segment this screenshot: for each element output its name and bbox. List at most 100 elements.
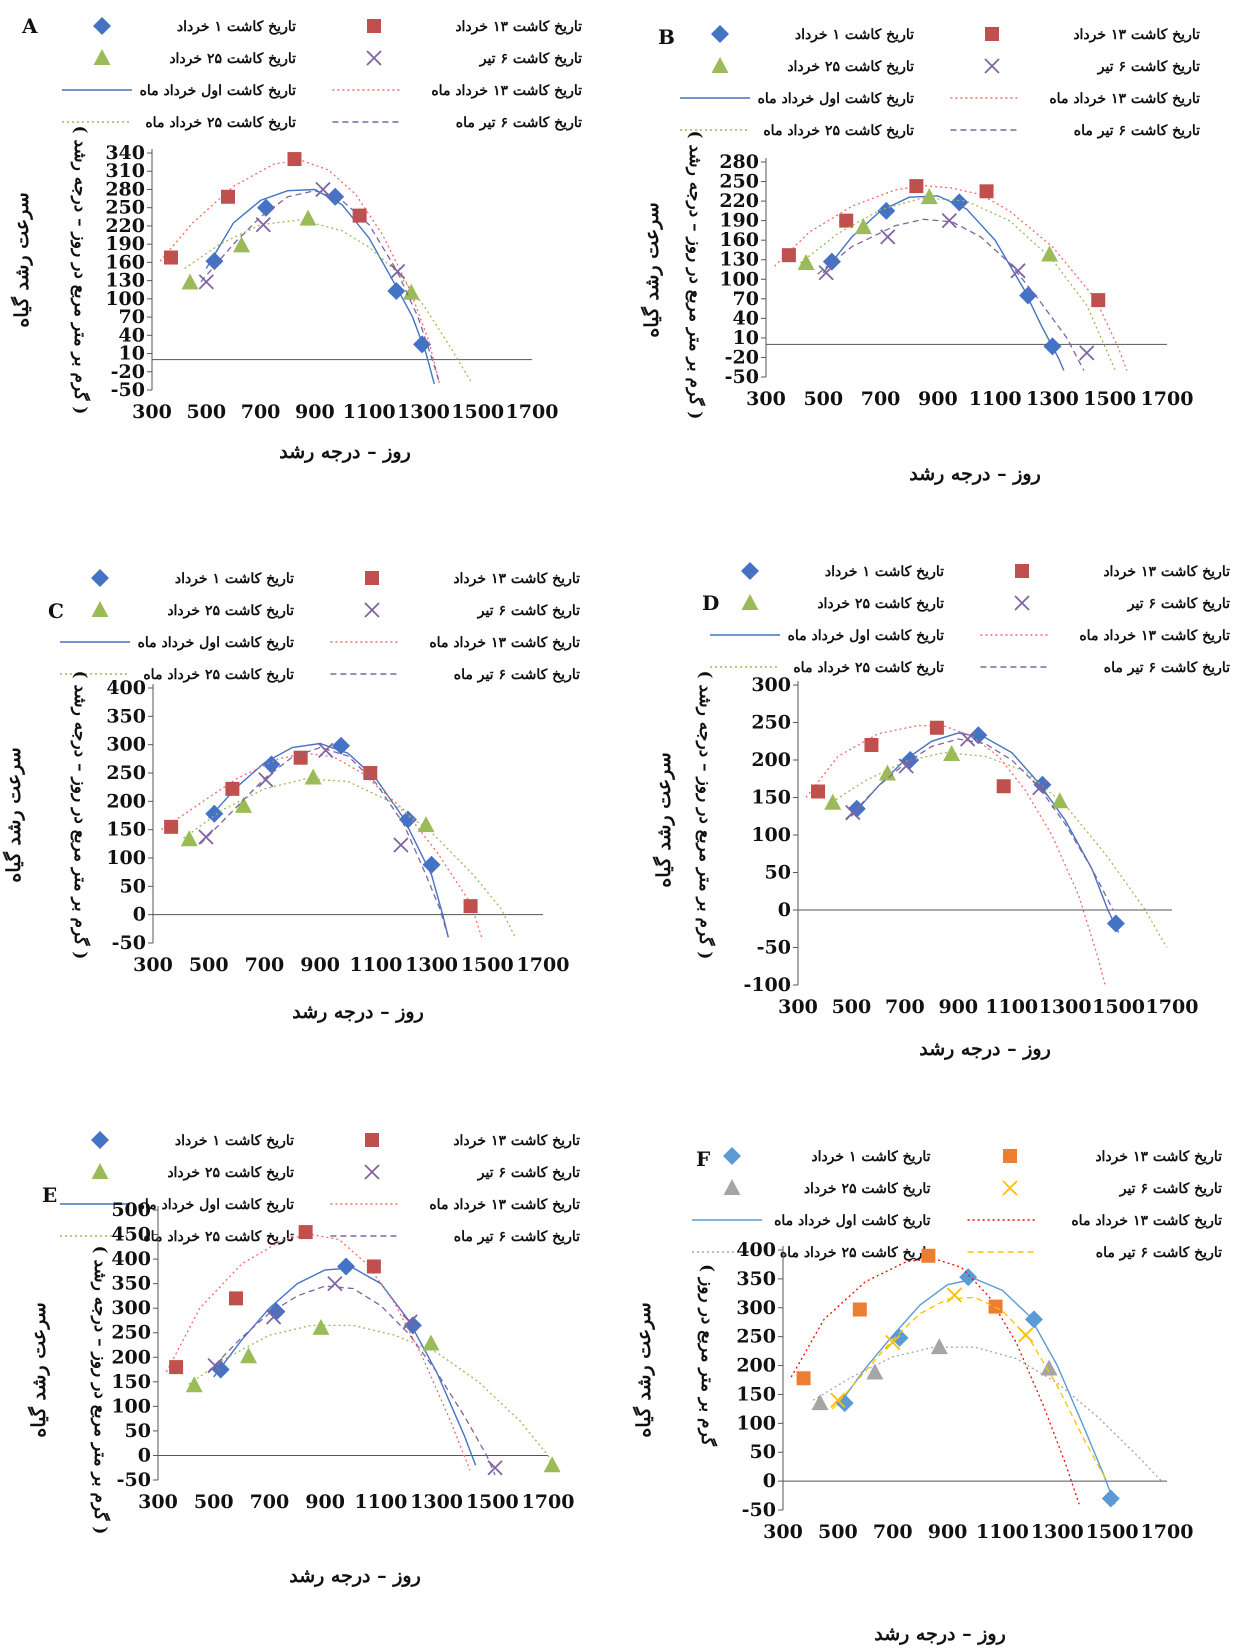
- legend-label: تاریخ کاشت ۲۵ خرداد ماه: [143, 1229, 294, 1245]
- y-tick-label: 280: [105, 178, 145, 200]
- data-point-series-4: [885, 1334, 901, 1351]
- data-point-series-2: [169, 1360, 184, 1375]
- data-point-series-4: [318, 742, 334, 758]
- legend-marker-series-2: [1003, 1149, 1017, 1163]
- data-point-series-4: [258, 772, 274, 788]
- legend-label: تاریخ کاشت ۱۳ خرداد: [1095, 1149, 1222, 1165]
- x-tick-label: 1300: [1026, 388, 1079, 410]
- x-tick-label: 300: [132, 401, 172, 423]
- y-tick-label: 160: [719, 229, 759, 251]
- data-point-series-3: [811, 1394, 829, 1411]
- x-tick-label: 300: [746, 388, 786, 410]
- y-tick-label: 100: [736, 1412, 776, 1434]
- x-tick-label: 700: [245, 954, 285, 976]
- legend-f: تاریخ کاشت ۱ خرداد تاریخ کاشت ۱۳ خرداد تار…: [692, 1147, 1222, 1261]
- data-point-series-4: [393, 837, 409, 853]
- y-tick-label: 300: [106, 734, 146, 756]
- legend-d: تاریخ کاشت ۱ خرداد تاریخ کاشت ۱۳ خرداد تار…: [710, 562, 1230, 676]
- legend-c: تاریخ کاشت ۱ خرداد تاریخ کاشت ۱۳ خرداد تار…: [60, 569, 580, 683]
- data-point-series-2: [811, 784, 826, 799]
- x-tick-label: 700: [241, 401, 281, 423]
- legend-marker-series-1: [93, 17, 111, 35]
- panel-e: E تاریخ کاشت ۱ خرداد تاریخ کاشت ۱۳ خردادت…: [27, 1131, 580, 1587]
- y-tick-label: -100: [743, 974, 791, 996]
- legend-e: تاریخ کاشت ۱ خرداد تاریخ کاشت ۱۳ خرداد تار…: [60, 1131, 580, 1245]
- y-tick-label: 450: [111, 1224, 151, 1246]
- y-tick-label: 70: [733, 288, 759, 310]
- x-tick-label: 700: [250, 1491, 290, 1513]
- data-point-series-4: [402, 1314, 418, 1330]
- legend-marker-series-2: [365, 1133, 379, 1147]
- y-axis-label-b: سرعت رشد گیاه: [640, 202, 663, 337]
- legend-label: تاریخ کاشت اول خرداد ماه: [788, 628, 945, 644]
- legend-marker-series-1: [91, 1131, 109, 1149]
- data-point-series-1: [835, 1394, 854, 1413]
- legend-label: تاریخ کاشت ۲۵ خرداد ماه: [793, 660, 944, 676]
- y-tick-label: 310: [105, 160, 145, 182]
- y-tick-label: 40: [733, 307, 759, 329]
- data-point-series-3: [797, 253, 815, 270]
- x-tick-label: 1500: [1092, 996, 1145, 1018]
- data-point-series-3: [1051, 792, 1069, 809]
- x-tick-label: 300: [778, 996, 818, 1018]
- legend-label: تاریخ کاشت ۱ خرداد: [175, 571, 294, 587]
- x-tick-label: 500: [194, 1491, 234, 1513]
- data-point-series-4: [1010, 263, 1026, 279]
- x-tick-label: 1700: [517, 954, 570, 976]
- legend-marker-series-4: [366, 50, 382, 66]
- legend-label: تاریخ کاشت ۱ خرداد: [825, 564, 944, 580]
- y-tick-label: 300: [736, 1297, 776, 1319]
- y-tick-label: 130: [719, 249, 759, 271]
- y-tick-label: -50: [757, 937, 791, 959]
- y-tick-label: 250: [751, 712, 791, 734]
- y-tick-label: 150: [736, 1383, 776, 1405]
- fitted-curve-series-2: [159, 159, 441, 385]
- data-point-series-1: [969, 726, 988, 745]
- x-tick-label: 500: [803, 388, 843, 410]
- y-axis-unit-a: ( گرم بر متر مربع در روز – درجه رشد ): [70, 126, 91, 415]
- legend-marker-series-2: [365, 571, 379, 585]
- data-point-series-4: [941, 212, 957, 229]
- x-axis-label-b: روز – درجه رشد: [909, 463, 1041, 485]
- data-point-series-3: [304, 768, 322, 785]
- legend-label: تاریخ کاشت اول خرداد ماه: [774, 1213, 931, 1229]
- data-point-series-3: [854, 218, 872, 235]
- x-axis-label-d: روز – درجه رشد: [919, 1038, 1051, 1060]
- data-point-series-1: [205, 252, 224, 271]
- y-tick-label: 40: [119, 324, 145, 346]
- data-point-series-1: [950, 193, 969, 212]
- legend-label: تاریخ کاشت ۲۵ خرداد: [167, 1165, 294, 1181]
- legend-marker-series-3: [723, 1179, 741, 1195]
- y-tick-label: -50: [742, 1499, 776, 1521]
- legend-marker-series-4: [1014, 595, 1030, 611]
- data-point-series-1: [1106, 914, 1125, 933]
- legend-label: تاریخ کاشت ۶ تیر ماه: [1096, 1245, 1222, 1261]
- data-point-series-1: [890, 1328, 909, 1347]
- data-point-series-1: [387, 281, 406, 300]
- x-tick-label: 900: [300, 954, 340, 976]
- y-tick-label: 0: [133, 904, 146, 926]
- x-tick-label: 700: [861, 388, 901, 410]
- data-point-series-4: [315, 181, 331, 198]
- x-axis-label-c: روز – درجه رشد: [292, 1001, 424, 1023]
- legend-label: تاریخ کاشت ۱۳ خرداد ماه: [431, 83, 582, 99]
- legend-label: تاریخ کاشت ۲۵ خرداد ماه: [145, 115, 296, 131]
- data-point-series-3: [240, 1347, 258, 1364]
- data-point-series-3: [930, 1338, 948, 1355]
- y-tick-label: -50: [111, 379, 145, 401]
- y-tick-label: 160: [105, 251, 145, 273]
- y-tick-label: 500: [111, 1199, 151, 1221]
- panel-a: A تاریخ کاشت ۱ خرداد تاریخ کاشت ۱۳ خردادت…: [10, 14, 582, 463]
- y-tick-label: -50: [725, 366, 759, 388]
- fitted-curve-series-4: [817, 218, 1085, 371]
- data-point-series-2: [287, 152, 302, 167]
- data-point-series-3: [1041, 245, 1059, 262]
- fitted-curve-series-4: [200, 190, 441, 385]
- legend-marker-series-3: [91, 601, 109, 617]
- fitted-curve-series-1: [822, 195, 1065, 371]
- y-tick-label: 100: [111, 1395, 151, 1417]
- data-point-series-1: [326, 187, 345, 206]
- x-tick-label: 1300: [405, 954, 458, 976]
- legend-b: تاریخ کاشت ۱ خرداد تاریخ کاشت ۱۳ خرداد تار…: [680, 25, 1200, 139]
